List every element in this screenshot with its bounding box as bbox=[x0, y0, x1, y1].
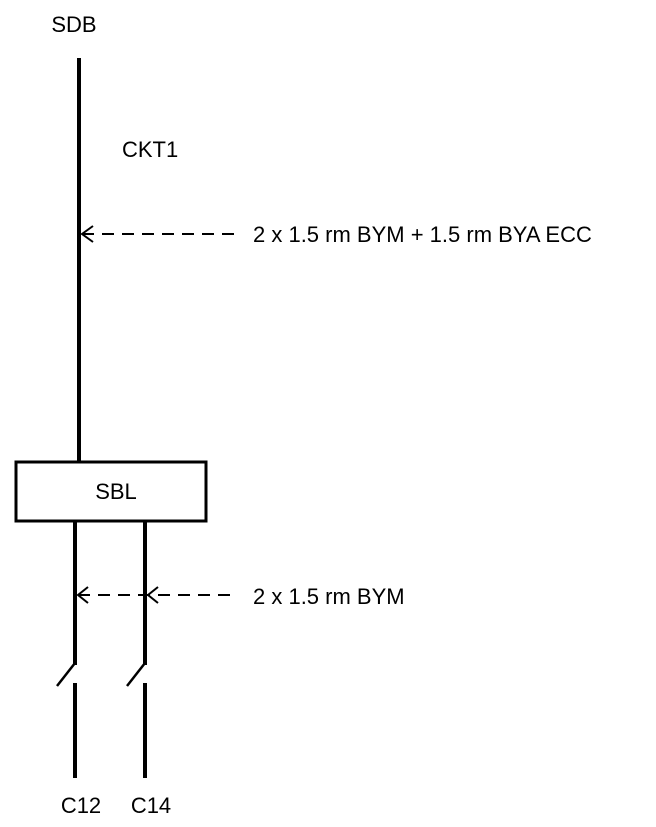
output-label-c12: C12 bbox=[61, 793, 101, 818]
sbl-box bbox=[14, 460, 208, 523]
switch-c14 bbox=[126, 662, 146, 687]
output-label-c14: C14 bbox=[131, 793, 171, 818]
source-label: SDB bbox=[51, 12, 96, 37]
outgoing-cable-leader bbox=[76, 586, 235, 604]
supply-cable-leader bbox=[80, 225, 235, 243]
circuit-label: CKT1 bbox=[122, 137, 178, 162]
supply-cable-label: 2 x 1.5 rm BYM + 1.5 rm BYA ECC bbox=[253, 222, 592, 247]
outgoing-cable-label: 2 x 1.5 rm BYM bbox=[253, 584, 405, 609]
sbl-box-label: SBL bbox=[95, 479, 137, 504]
branch-c12 bbox=[56, 521, 77, 778]
branch-c14 bbox=[126, 521, 147, 778]
switch-c12 bbox=[56, 662, 76, 687]
